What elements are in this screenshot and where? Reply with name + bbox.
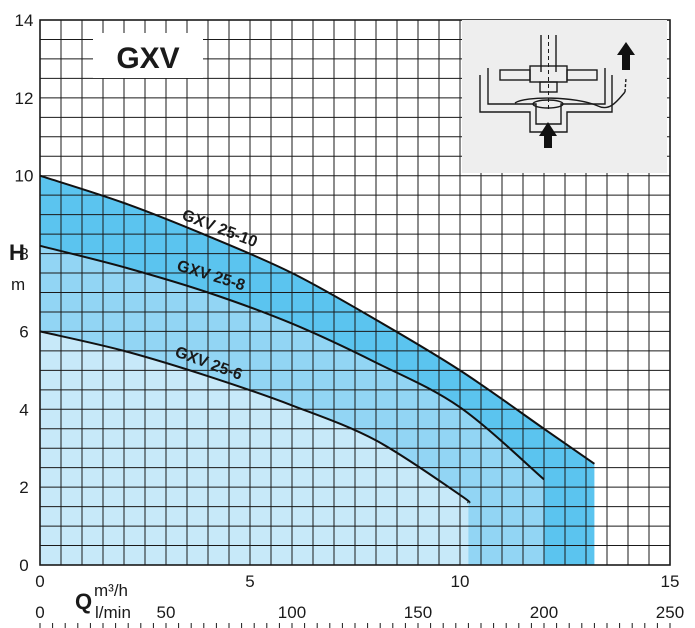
x-tick-label-lmin: 0 [35,603,44,622]
y-tick-label: 8 [19,245,28,264]
y-tick-label: 2 [19,478,28,497]
performance-curves [39,174,595,504]
x-tick-labels-lmin: 0 50 100 150 200 250 [35,603,684,622]
y-tick-label: 14 [15,11,34,30]
y-tick-label: 4 [19,400,28,419]
bottom-minor-ticks [39,623,671,628]
x-tick-labels-m3h: 0 5 10 15 [35,572,679,591]
y-tick-label: 12 [15,89,34,108]
chart-title: GXV [116,42,179,75]
x-tick-label-lmin: 250 [656,603,684,622]
x-axis-unit-lmin: l/min [95,603,131,622]
y-axis-label: H [9,240,25,265]
plot-frame [39,19,671,566]
x-tick-label-m3h: 15 [661,572,680,591]
x-axis-label: Q [75,589,92,614]
pump-schematic-icon [462,20,667,173]
x-tick-label-m3h: 10 [451,572,470,591]
x-tick-label-m3h: 0 [35,572,44,591]
curve-series-0 [39,174,595,465]
y-axis-unit: m [11,275,25,294]
y-tick-label: 6 [19,322,28,341]
y-tick-labels: 0 2 4 6 8 10 12 14 [15,11,34,575]
x-tick-label-m3h: 5 [245,572,254,591]
y-tick-label: 10 [15,167,34,186]
y-tick-label: 0 [19,556,28,575]
x-tick-label-lmin: 50 [157,603,176,622]
curve-series-1 [39,244,545,481]
x-tick-label-lmin: 150 [404,603,432,622]
title-box [93,33,203,78]
curve-series-2 [39,330,471,504]
x-axis-unit-m3h: m³/h [94,581,128,600]
x-tick-label-lmin: 200 [530,603,558,622]
x-tick-label-lmin: 100 [278,603,306,622]
